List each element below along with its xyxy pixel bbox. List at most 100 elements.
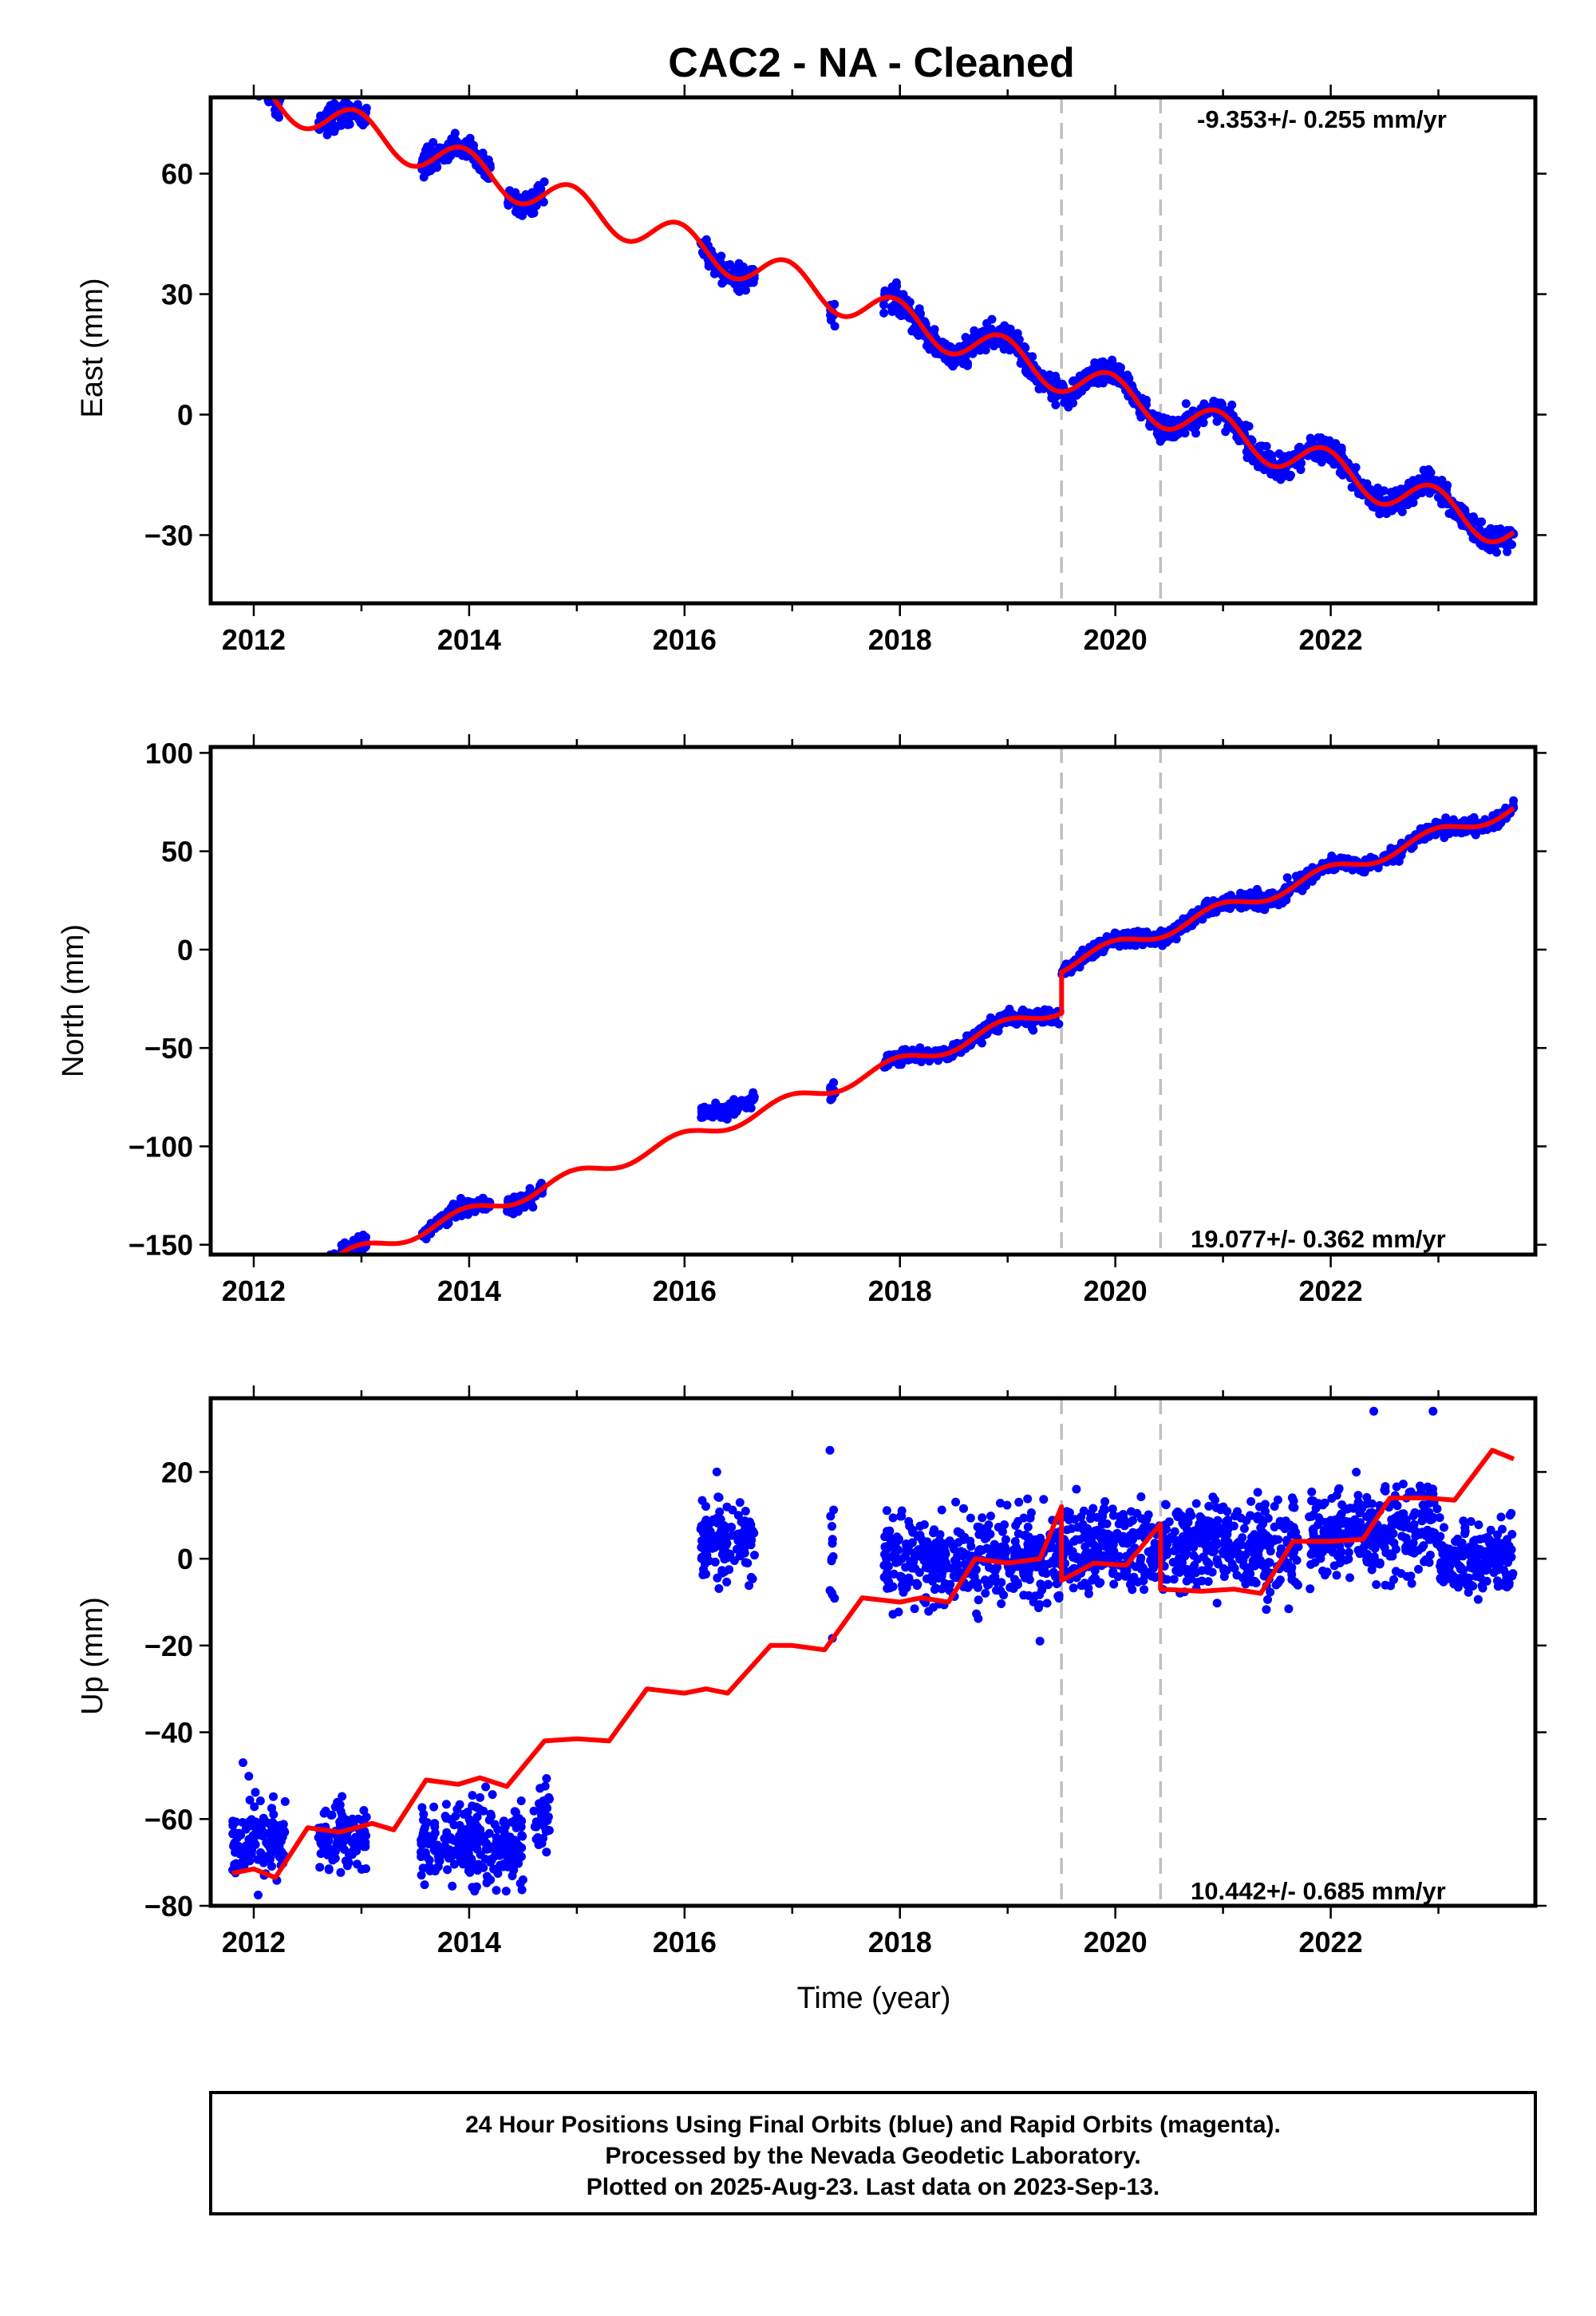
data-point	[448, 1846, 458, 1856]
data-point	[321, 1260, 330, 1269]
data-point	[318, 1263, 327, 1272]
data-point	[733, 283, 742, 292]
data-point	[534, 180, 543, 190]
data-point	[972, 1609, 982, 1618]
data-point	[1258, 441, 1266, 451]
data-point	[720, 1555, 729, 1564]
data-point	[966, 336, 975, 346]
data-point	[470, 1887, 480, 1896]
east-plot-area	[228, 59, 1519, 603]
data-point	[462, 1824, 472, 1834]
x-tick-label: 2012	[222, 623, 286, 656]
data-point	[315, 1863, 325, 1872]
data-point	[430, 1867, 440, 1875]
data-point	[892, 282, 902, 290]
data-point	[1023, 1494, 1033, 1504]
data-point	[328, 1257, 337, 1266]
data-point	[314, 1265, 323, 1274]
data-point	[516, 1796, 526, 1805]
data-point	[1199, 401, 1208, 410]
data-point	[1035, 1590, 1045, 1599]
data-point	[328, 1259, 337, 1267]
data-point	[974, 1595, 983, 1605]
data-point	[322, 1263, 331, 1272]
data-point	[544, 1792, 554, 1802]
data-point	[1443, 480, 1452, 490]
data-point	[345, 120, 354, 129]
data-point	[243, 67, 252, 76]
data-point	[271, 84, 280, 93]
data-point	[232, 74, 241, 83]
data-point	[320, 1259, 329, 1268]
data-point	[472, 1844, 482, 1854]
data-point	[1265, 449, 1274, 459]
data-point	[714, 1584, 724, 1593]
data-point	[236, 75, 245, 84]
data-point	[879, 300, 888, 310]
data-point	[701, 1516, 711, 1525]
data-point	[469, 1862, 479, 1871]
data-point	[978, 1513, 987, 1523]
data-point	[830, 1594, 839, 1603]
data-point	[346, 1848, 355, 1858]
data-point	[228, 63, 237, 72]
data-point	[1282, 873, 1292, 883]
data-point	[722, 1105, 732, 1115]
data-point	[472, 1812, 482, 1822]
data-point	[745, 1524, 755, 1532]
data-point	[1181, 399, 1191, 409]
data-point	[745, 1581, 754, 1591]
data-point	[245, 59, 254, 68]
data-point	[232, 67, 241, 76]
data-point	[433, 163, 442, 172]
data-point	[750, 1551, 759, 1560]
data-point	[518, 1832, 527, 1841]
data-point	[321, 1843, 330, 1852]
data-point	[266, 85, 275, 94]
data-point	[987, 314, 997, 324]
data-point	[488, 1790, 497, 1800]
data-point	[977, 327, 986, 337]
up-plot-area	[228, 1398, 1518, 1906]
data-point	[456, 1211, 466, 1220]
data-point	[542, 1774, 551, 1783]
data-point	[239, 65, 247, 74]
data-point	[266, 87, 275, 96]
data-point	[325, 1261, 334, 1270]
data-point	[727, 1531, 737, 1540]
data-point	[986, 1512, 995, 1521]
data-point	[501, 1887, 511, 1896]
data-point	[1115, 366, 1124, 376]
data-point	[334, 1261, 343, 1270]
data-point	[541, 1827, 551, 1836]
x-tick-label: 2012	[222, 1926, 286, 1958]
data-point	[1314, 433, 1323, 442]
data-point	[450, 128, 460, 138]
data-point	[336, 1842, 346, 1852]
data-point	[261, 76, 270, 85]
data-point	[913, 1580, 922, 1589]
data-point	[747, 1535, 757, 1545]
data-point	[958, 359, 968, 369]
data-point	[254, 72, 263, 81]
up-tick-marks	[200, 1385, 1547, 1919]
data-point	[1458, 504, 1468, 513]
data-point	[420, 1823, 429, 1832]
data-point	[251, 69, 260, 77]
data-point	[228, 1820, 238, 1830]
data-point	[417, 1803, 427, 1812]
data-point	[1163, 429, 1173, 439]
data-point	[978, 1038, 986, 1048]
data-point	[499, 1836, 508, 1845]
data-point	[701, 1111, 711, 1120]
data-point	[1014, 1497, 1024, 1507]
data-point	[239, 81, 247, 90]
data-point	[421, 1234, 431, 1243]
data-point	[1090, 358, 1100, 367]
data-point	[441, 1813, 451, 1823]
data-point	[1180, 429, 1190, 438]
data-point	[258, 75, 267, 84]
x-tick-label: 2018	[868, 1275, 932, 1307]
data-point	[1052, 1579, 1061, 1589]
